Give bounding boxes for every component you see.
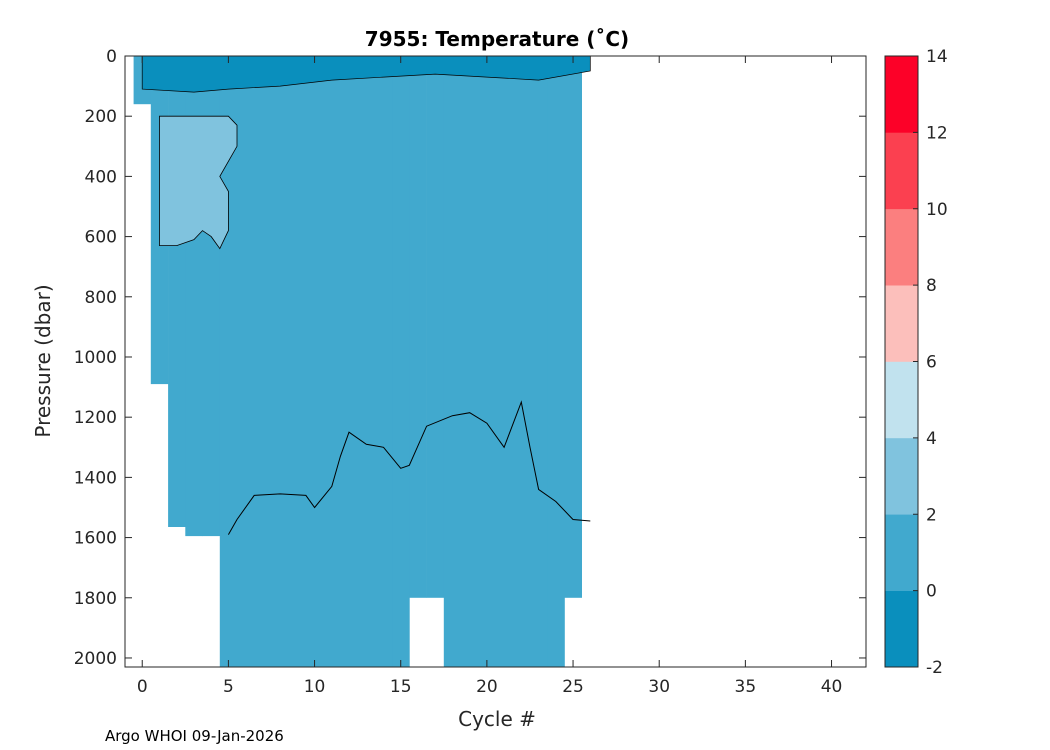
colorbar-swatch [885,361,918,439]
y-tick-label: 1400 [74,468,117,488]
colorbar-tick-label: 14 [926,47,948,67]
colorbar-swatch [885,132,918,210]
plot-data [133,55,591,667]
x-tick-label: 5 [223,677,234,697]
colorbar: -2 0 2 4 6 8 10 12 14 [884,47,948,678]
x-tick-label: 20 [476,677,498,697]
colorbar-tick-label: 6 [926,353,937,373]
colorbar-swatch [885,437,918,515]
y-tick-label: 200 [85,107,117,127]
profile-column [443,56,548,667]
colorbar-swatch [885,208,918,286]
colorbar-tick-label: 4 [926,429,937,449]
y-tick-label: 1800 [74,589,117,609]
colorbar-tick-label: -2 [926,658,943,678]
colorbar-swatch [885,285,918,362]
colorbar-tick-label: 10 [926,200,948,220]
y-tick-label: 800 [85,288,117,308]
y-tick-label: 2000 [74,649,117,669]
y-axis-label: Pressure (dbar) [31,284,55,437]
isotherm-0c-deep [227,400,591,535]
y-tick-label: 600 [85,228,117,248]
profile-column [426,56,445,598]
profile-column [547,56,565,667]
x-tick-label: 40 [821,677,843,697]
y-tick-label: 1600 [74,529,117,549]
x-tick-label: 10 [304,677,326,697]
x-axis-label: Cycle # [458,707,536,731]
plot-frame [124,55,867,668]
colorbar-swatch [885,590,918,668]
x-tick-label: 15 [390,677,412,697]
colorbar-tick-label: 0 [926,582,937,602]
profile-column [305,56,393,667]
colorbar-tick-label: 8 [926,276,937,296]
y-tick-label: 1200 [74,408,117,428]
x-axis: 0 5 10 15 20 25 30 35 40 [137,56,843,697]
colorbar-swatch [885,56,918,133]
x-tick-label: 0 [137,677,148,697]
y-axis: 0 200 400 600 800 1000 1200 1400 1600 1800 2000 [74,47,866,669]
y-tick-label: 400 [85,167,117,187]
surface-cold-band [141,55,591,93]
x-tick-label: 25 [562,677,584,697]
profile-column [564,56,582,598]
y-tick-label: 1000 [74,348,117,368]
chart-title: 7955: Temperature (˚C) [365,27,629,51]
colorbar-tick-label: 2 [926,505,937,525]
profile-column [409,56,427,598]
profile-column [219,56,307,667]
x-tick-label: 35 [735,677,757,697]
colorbar-tick-label: 12 [926,123,948,143]
x-tick-label: 30 [648,677,670,697]
colorbar-swatch [885,514,918,591]
isotherm-2c-region [159,115,238,250]
footer-credit: Argo WHOI 09-Jan-2026 [105,727,284,745]
profile-column [392,56,410,667]
y-tick-label: 0 [106,47,117,67]
